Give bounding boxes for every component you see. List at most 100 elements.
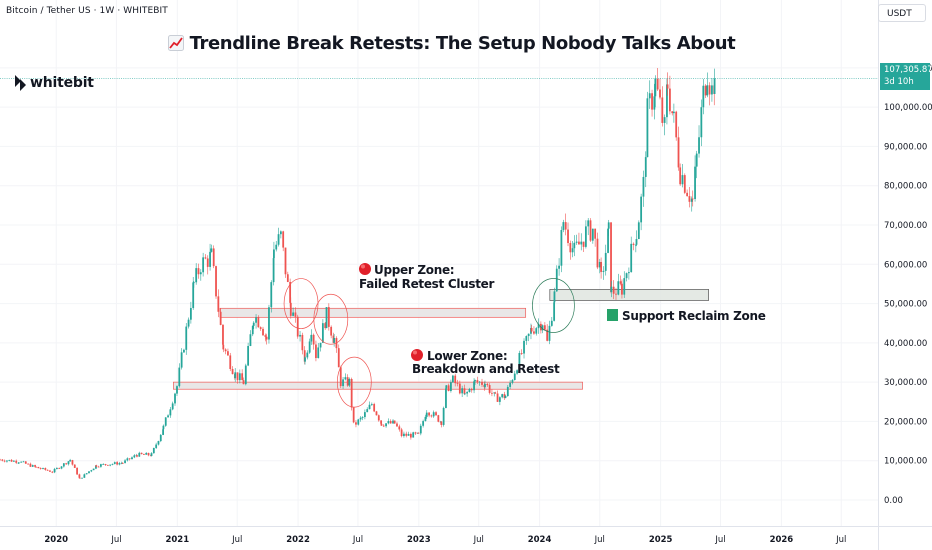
candle-body [17,462,20,464]
candle-body [691,198,694,200]
candle-body [321,323,324,343]
candle-body [385,423,387,427]
candle-body [67,461,70,465]
lower-circle[interactable] [336,356,372,408]
symbol-label[interactable]: Bitcoin / Tether US · 1W · WHITEBIT [6,6,168,16]
candle-body [251,325,254,335]
candle-body [430,415,433,417]
candle-body [231,368,234,375]
candle-body [481,381,483,385]
x-tick-label: 2024 [528,535,552,545]
candle-body [621,283,623,295]
currency-selector[interactable]: USDT [878,4,926,22]
candle-body [0,459,1,461]
candle-body [447,385,450,391]
candle-body [171,403,174,410]
candle-body [653,96,656,110]
lower-zone[interactable] [173,381,583,390]
candle-body [493,392,496,394]
candle-body [596,238,599,268]
candle-body [591,228,594,241]
candle-body [405,433,408,436]
candle-body [584,226,587,247]
candle-body [169,409,172,416]
candle-body [155,444,158,448]
upper-zone[interactable] [219,307,527,318]
candle-body [10,459,13,462]
candle-body [610,222,612,293]
x-tick-label: 2023 [407,535,431,545]
candle-body [333,338,336,343]
candle-body [53,468,56,473]
candle-body [546,329,549,341]
candle-body [377,415,380,421]
candle-body [450,382,452,391]
candle-body [106,464,109,466]
candle-body [461,388,464,394]
candle-body [380,423,383,426]
candle-body [116,462,119,465]
candle-body [69,460,72,462]
candle-body [669,88,671,112]
candle-body [219,311,222,325]
candle-body [337,348,340,368]
candle-body [145,452,148,455]
candle-body [361,417,364,418]
candle-body [553,302,556,321]
candle-body [104,464,107,465]
y-tick-label: 60,000.00 [884,260,927,270]
candle-body [44,467,47,470]
candle-body [403,433,405,437]
candle-body [102,464,105,465]
whitebit-logo: whitebit [14,73,94,93]
support-reclaim-zone[interactable] [549,289,709,301]
support-circle[interactable] [532,278,575,333]
price-axis[interactable]: 0.00 10,000.00 20,000.00 30,000.00 40,000.00… [884,64,932,506]
time-axis[interactable]: 2020 Jul 2021 Jul 2022 Jul 2023 Jul 2024 Jul 2025 J… [44,535,846,545]
candle-body [713,78,716,94]
candle-body [432,412,435,417]
candle-body [380,420,383,424]
candle-body [527,333,530,337]
candle-body [83,474,86,478]
candle-body [71,460,74,465]
candle-body [612,286,615,294]
candle-body [679,167,682,185]
candle-body [46,469,49,471]
candle-body [498,397,501,402]
x-tick-label: 2020 [44,535,68,545]
candle-body [204,257,207,259]
candle-body [317,347,320,359]
candle-body [244,365,247,385]
candle-body [463,393,466,395]
candle-body [277,234,280,245]
candle-body [550,320,553,326]
y-tick-label: 50,000.00 [884,300,927,310]
candle-body [370,404,373,405]
marker-shine [413,350,417,355]
candle-body [382,425,385,427]
candle-body [523,340,525,354]
y-tick-label: 40,000.00 [884,339,927,349]
candle-body [3,460,6,462]
candle-body [273,249,275,259]
candle-body [569,243,572,253]
candle-body [666,84,668,118]
candle-body [31,465,34,467]
upper-zone-subtitle: Failed Retest Cluster [359,277,495,291]
candle-body [346,377,349,386]
candle-body [373,404,376,412]
candle-body [535,328,538,334]
candle-body [640,196,643,223]
candle-body [476,380,479,383]
red-circle-marker [359,263,371,275]
candle-body [308,341,311,353]
upper-circle-1[interactable] [283,278,319,329]
candle-body [249,334,252,347]
candle-body [466,392,469,394]
x-tick-label: Jul [110,535,121,545]
upper-circle-2[interactable] [313,293,349,345]
candle-body [488,385,491,393]
candle-body [698,137,700,154]
